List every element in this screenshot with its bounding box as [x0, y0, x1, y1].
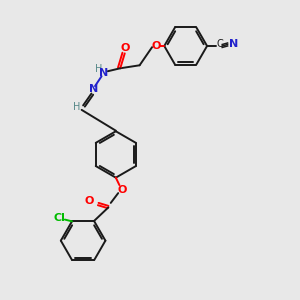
Text: H: H: [73, 102, 80, 112]
Text: O: O: [117, 184, 127, 194]
Text: O: O: [85, 196, 94, 206]
Text: C: C: [217, 39, 223, 49]
Text: O: O: [151, 41, 160, 51]
Text: Cl: Cl: [54, 213, 65, 224]
Text: O: O: [120, 43, 129, 53]
Text: N: N: [230, 40, 239, 50]
Text: N: N: [99, 68, 109, 78]
Text: N: N: [89, 84, 98, 94]
Text: H: H: [95, 64, 102, 74]
